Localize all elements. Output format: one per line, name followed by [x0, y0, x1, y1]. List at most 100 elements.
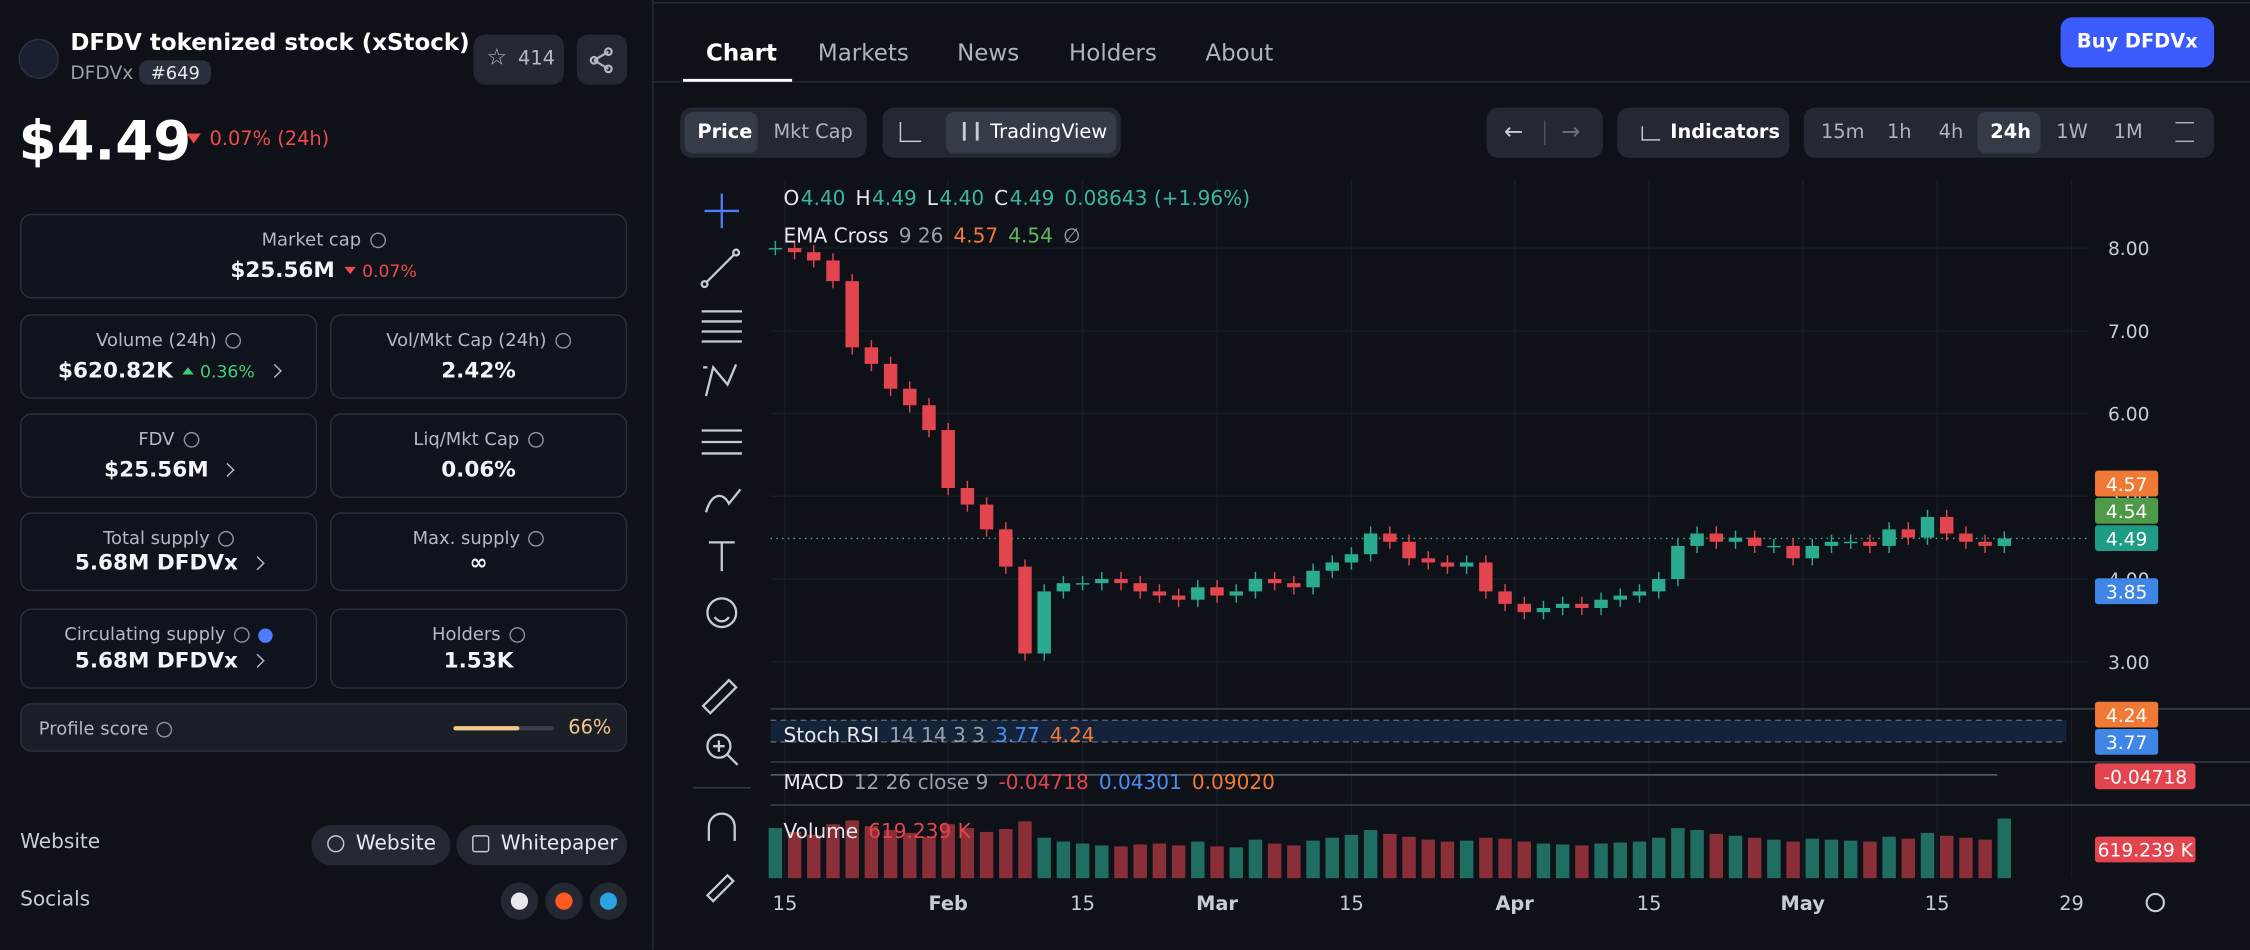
volume-bar	[1498, 838, 1512, 879]
volume-bar	[1095, 845, 1109, 879]
stat-label-text: Holders	[432, 622, 501, 645]
stat-value-text: $25.56M	[104, 456, 209, 483]
candle	[1767, 545, 1781, 548]
link-icon	[327, 835, 345, 853]
info-icon	[555, 332, 571, 349]
volume-bar	[1959, 837, 1973, 879]
stoch-band	[770, 720, 2067, 742]
candle	[1651, 579, 1666, 592]
legend-text: 12 26 close 9	[854, 770, 989, 794]
stat-card: FDV $25.56M	[20, 413, 318, 498]
price-tag-label: 4.49	[2106, 529, 2148, 550]
mode-group: Price Mkt Cap	[680, 107, 867, 158]
candle	[1575, 603, 1589, 608]
share-dot	[589, 55, 599, 65]
candle	[960, 487, 975, 505]
tab[interactable]: Chart	[705, 38, 777, 67]
interval-active	[1977, 111, 2041, 154]
stat-card: Total supply 5.68M DFDVx	[20, 512, 318, 592]
link-button[interactable]: Website	[311, 825, 451, 866]
info-icon	[369, 232, 386, 249]
x-tick-label: 29	[2059, 892, 2084, 915]
volume-bar	[979, 831, 994, 879]
drawing-tools[interactable]	[700, 193, 742, 903]
legend-text: 4.57	[953, 224, 998, 248]
buy-button[interactable]: Buy DFDVx	[2060, 17, 2215, 68]
interval[interactable]: 1h	[1886, 120, 1912, 144]
info-icon	[234, 627, 250, 643]
x-tick-label: 15	[1925, 892, 1950, 915]
tab[interactable]: Markets	[817, 38, 909, 67]
candle	[864, 347, 879, 364]
volume-bar	[1152, 843, 1167, 879]
x-tick-label: Apr	[1495, 892, 1534, 915]
stat-label: Market cap	[22, 228, 626, 250]
volume-bar	[1344, 834, 1359, 879]
stat-value-text: $25.56M	[230, 256, 335, 283]
token-name: DFDV tokenized stock (xStock)	[70, 28, 470, 56]
interval[interactable]: 24h	[1990, 120, 2032, 144]
token-logo	[18, 38, 59, 79]
interval[interactable]: 1W	[2056, 120, 2088, 144]
candle	[1344, 554, 1359, 563]
score-value: 66%	[568, 716, 612, 739]
arrow-left[interactable]: ←	[1503, 117, 1524, 145]
settings-gear[interactable]	[2145, 892, 2165, 913]
link-text: Whitepaper	[500, 832, 618, 856]
price-tag-label: 4.54	[2106, 502, 2148, 523]
volume-bar	[1709, 833, 1724, 879]
candle	[922, 405, 936, 431]
price-tag-label: 3.85	[2106, 582, 2148, 603]
indicators-button[interactable]: Indicators	[1617, 107, 1790, 158]
stat-card: Holders 1.53K	[330, 608, 628, 689]
social-button[interactable]	[589, 882, 628, 920]
volume-bar	[1363, 830, 1378, 879]
mode-toggle[interactable]: Mkt Cap	[773, 120, 853, 144]
tab[interactable]: About	[1205, 38, 1274, 67]
info-icon	[183, 431, 199, 448]
legend-text: C	[994, 186, 1008, 210]
candle	[1267, 579, 1282, 584]
volume-bar	[1863, 841, 1877, 879]
y-tick-label: 7.00	[2108, 322, 2150, 343]
volume-bar	[1901, 838, 1916, 879]
candle	[1901, 529, 1916, 538]
chevron	[250, 653, 265, 668]
interval[interactable]: 1M	[2113, 120, 2143, 144]
stat-label: Max. supply	[331, 527, 625, 548]
stat-label-text: Circulating supply	[64, 622, 226, 645]
social-button[interactable]	[500, 882, 539, 920]
volume-bar	[1267, 843, 1282, 879]
volume-bar	[1824, 839, 1839, 879]
legend-text: 4.24	[1050, 723, 1095, 747]
stat-label: Volume (24h)	[22, 329, 316, 350]
info-icon	[527, 431, 544, 448]
legend-text: 0.04301	[1099, 770, 1182, 794]
share-button[interactable]	[576, 34, 628, 85]
x-tick-label: Mar	[1196, 892, 1238, 915]
tab[interactable]: News	[957, 38, 1020, 67]
settings-icon[interactable]	[2175, 121, 2195, 143]
tradingview-label[interactable]: TradingView	[990, 120, 1108, 144]
candle	[941, 430, 955, 488]
legend-text: Volume	[783, 819, 858, 843]
volume-bar	[807, 834, 821, 879]
arrow-right[interactable]: →	[1561, 117, 1581, 145]
candle	[1498, 591, 1512, 604]
volume-bar	[1690, 830, 1704, 879]
social-button[interactable]	[545, 882, 583, 920]
stat-value: 0.06%	[331, 456, 625, 482]
price: $4.49	[18, 109, 192, 173]
candle	[1613, 595, 1627, 600]
interval[interactable]: 4h	[1938, 120, 1964, 144]
volume-bar	[922, 836, 936, 879]
link-button[interactable]: Whitepaper	[456, 825, 628, 866]
verified-icon	[258, 627, 273, 643]
legend-text: H	[855, 186, 870, 210]
mode-toggle[interactable]: Price	[697, 120, 753, 144]
interval[interactable]: 15m	[1820, 120, 1865, 144]
candle	[826, 260, 840, 282]
tab[interactable]: Holders	[1069, 38, 1157, 67]
star-button[interactable]: ☆ 414	[473, 34, 564, 85]
